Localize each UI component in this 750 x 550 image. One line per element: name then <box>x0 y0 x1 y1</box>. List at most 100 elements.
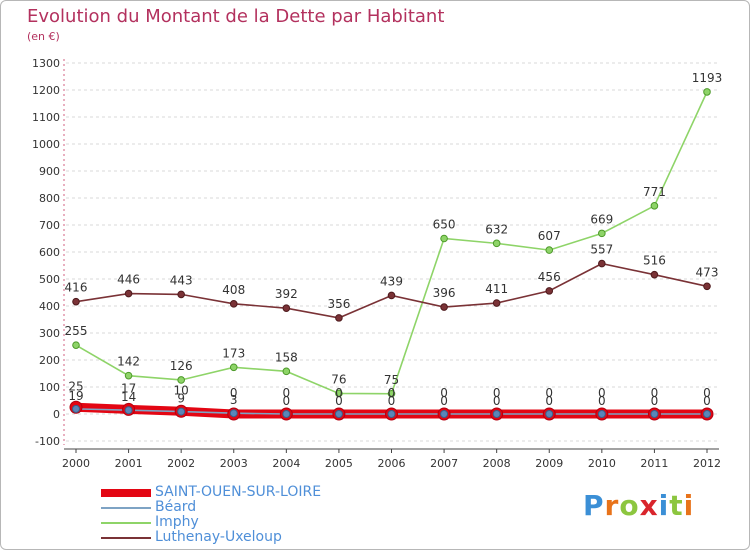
data-label: 255 <box>65 324 88 338</box>
data-label: 173 <box>222 346 245 360</box>
data-point <box>334 410 343 418</box>
data-label: 416 <box>65 281 88 295</box>
y-tick-label: 1300 <box>32 57 60 70</box>
data-point <box>492 239 501 248</box>
y-tick-label: 800 <box>39 192 60 205</box>
data-label: 0 <box>703 386 711 400</box>
legend-label: Béard <box>155 499 197 515</box>
chart-title: Evolution du Montant de la Dette par Hab… <box>27 6 445 27</box>
data-point <box>177 290 185 299</box>
data-label: 0 <box>335 386 343 400</box>
x-tick-label: 2005 <box>325 457 353 470</box>
x-tick-label: 2012 <box>693 457 721 470</box>
data-point <box>124 289 133 298</box>
legend-item-luthenay-uxeloup[interactable]: Luthenay-Uxeloup <box>101 529 421 546</box>
y-tick-label: 1000 <box>32 138 60 151</box>
data-label: 0 <box>230 386 238 400</box>
y-tick-label: 1100 <box>32 111 60 124</box>
data-label: 443 <box>170 273 193 287</box>
data-point <box>650 270 659 279</box>
data-label: 632 <box>485 222 508 236</box>
x-tick-label: 2007 <box>430 457 458 470</box>
data-label: 0 <box>283 394 291 408</box>
data-label: 396 <box>433 286 456 300</box>
data-point <box>703 410 711 418</box>
legend-swatch <box>101 489 151 497</box>
data-point <box>335 314 343 322</box>
logo-letter: t <box>669 489 684 522</box>
data-point <box>229 363 238 372</box>
y-tick-label: 1200 <box>32 84 60 97</box>
x-tick-label: 2006 <box>378 457 406 470</box>
logo-letter: x <box>639 489 659 522</box>
data-label: 0 <box>440 386 448 400</box>
legend-swatch <box>101 537 151 539</box>
logo-letter: i <box>658 489 670 522</box>
data-label: 75 <box>384 373 399 387</box>
x-tick-label: 2010 <box>588 457 616 470</box>
data-point <box>440 410 449 418</box>
data-label: 392 <box>275 287 298 301</box>
data-point <box>440 303 448 311</box>
data-label: 14 <box>121 390 136 404</box>
x-tick-label: 2011 <box>640 457 668 470</box>
y-tick-label: 900 <box>39 165 60 178</box>
y-tick-label: 700 <box>39 219 60 232</box>
data-point <box>335 389 343 398</box>
data-label: 0 <box>440 394 448 408</box>
data-label: 771 <box>643 185 666 199</box>
data-label: 76 <box>331 372 346 386</box>
y-tick-label: 300 <box>39 327 60 340</box>
data-point <box>387 291 396 300</box>
data-label: 439 <box>380 274 403 288</box>
legend-item-saint-ouen-sur-loire[interactable]: SAINT-OUEN-SUR-LOIRE <box>101 484 421 501</box>
data-label: 3 <box>230 393 238 407</box>
data-point <box>124 406 133 415</box>
data-point <box>598 259 606 268</box>
y-tick-label: 100 <box>39 381 60 394</box>
y-tick-label: 600 <box>39 246 60 259</box>
x-tick-label: 2004 <box>272 457 300 470</box>
data-label: 650 <box>433 218 456 232</box>
x-tick-label: 2008 <box>483 457 511 470</box>
data-label: 1193 <box>692 71 723 85</box>
data-point <box>229 300 238 308</box>
data-label: 607 <box>538 229 561 243</box>
data-point <box>124 371 133 380</box>
logo-letter: i <box>683 489 695 522</box>
data-label: 0 <box>703 394 711 408</box>
data-point <box>72 404 80 413</box>
y-tick-label: -100 <box>35 435 60 448</box>
data-label: 0 <box>598 394 606 408</box>
data-point <box>492 299 501 307</box>
data-label: 19 <box>68 389 83 403</box>
data-label: 408 <box>222 283 245 297</box>
data-point <box>598 229 606 238</box>
logo-letter: o <box>619 489 640 522</box>
data-label: 142 <box>117 355 140 369</box>
data-label: 446 <box>117 273 140 287</box>
data-label: 0 <box>651 394 659 408</box>
data-label: 126 <box>170 359 193 373</box>
data-label: 0 <box>545 394 553 408</box>
axes: -100010020030040050060070080090010001100… <box>32 57 721 470</box>
legend-item-beard[interactable]: Béard <box>101 499 421 516</box>
legend-item-imphy[interactable]: Imphy <box>101 514 421 531</box>
data-point <box>492 410 501 418</box>
data-point <box>650 202 659 210</box>
x-tick-label: 2002 <box>167 457 195 470</box>
data-label: 0 <box>651 386 659 400</box>
data-point <box>229 409 238 418</box>
proxiti-logo: Proxiti <box>583 489 694 522</box>
data-label: 669 <box>590 212 613 226</box>
x-tick-label: 2001 <box>115 457 143 470</box>
x-tick-label: 2000 <box>62 457 90 470</box>
data-point <box>650 410 659 418</box>
data-point <box>703 88 711 96</box>
data-label: 456 <box>538 270 561 284</box>
data-label: 516 <box>643 254 666 268</box>
series-line-luthenay-uxeloup <box>75 262 708 319</box>
